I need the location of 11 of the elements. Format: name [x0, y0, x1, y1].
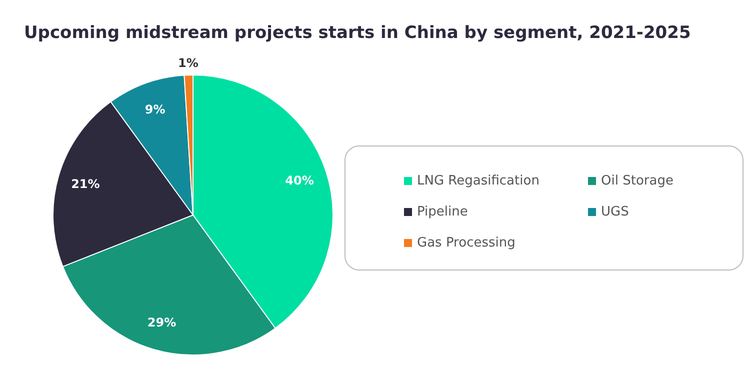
legend-label: Oil Storage [601, 174, 674, 188]
data-label: 21% [71, 176, 100, 191]
data-label: 9% [144, 102, 166, 117]
chart-title: Upcoming midstream projects starts in China by segment, 2021-2025 [24, 23, 691, 43]
data-label: 40% [285, 173, 314, 188]
legend-label: Pipeline [417, 204, 468, 220]
legend-label: UGS [601, 204, 629, 220]
data-label: 1% [178, 56, 198, 70]
data-label: 29% [147, 316, 176, 330]
legend-label: Gas Processing [417, 236, 516, 250]
legend-label: LNG Regasification [417, 174, 540, 188]
